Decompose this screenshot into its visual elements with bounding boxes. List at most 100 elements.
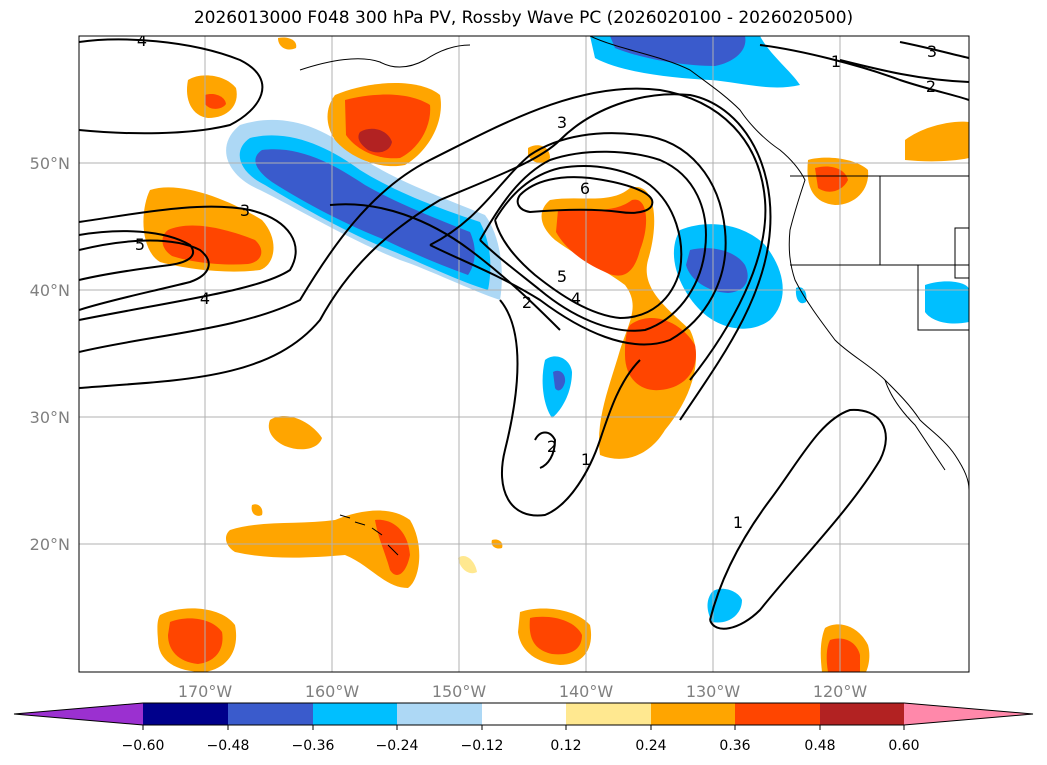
colorbar: −0.60 −0.48 −0.36 −0.24 −0.12 0.12 0.24 … — [13, 702, 1034, 754]
positive-anomaly-south-east-core — [826, 638, 860, 672]
positive-anomaly-hawaii — [225, 510, 420, 588]
figure-title: 2026013000 F048 300 hPa PV, Rossby Wave … — [193, 8, 854, 28]
contour-ridge-5 — [494, 165, 683, 320]
positive-anomaly-west-core — [162, 225, 262, 265]
coastlines — [299, 36, 969, 556]
positive-anomaly-small-west — [268, 416, 322, 450]
positive-anomaly-hawaii-core — [375, 519, 410, 575]
contour-west-3 — [79, 205, 297, 321]
pv-contours — [79, 38, 969, 630]
positive-anomaly-tiny-1 — [458, 555, 477, 574]
longitude-tick-labels: 170°W 160°W 150°W 140°W 130°W 120°W — [178, 682, 868, 701]
colorbar-extend-low — [14, 703, 143, 725]
contour-1-southeast — [709, 408, 887, 630]
lat-tick-label: 50°N — [30, 154, 70, 173]
contour-ridge-4 — [479, 150, 707, 332]
colorbar-tick-label: 0.12 — [550, 738, 581, 754]
contour-2-northeast — [839, 59, 969, 83]
colorbar-ticks — [142, 725, 905, 730]
contour-label: 2 — [522, 293, 532, 312]
latitude-tick-labels: 20°N 30°N 40°N 50°N — [30, 154, 70, 554]
colorbar-segment — [651, 703, 735, 725]
colorbar-tick-labels: −0.60 −0.48 −0.36 −0.24 −0.12 0.12 0.24 … — [122, 738, 920, 754]
contour-label: 2 — [926, 77, 936, 96]
negative-anomaly-great-basin — [925, 281, 969, 324]
map-frame — [78, 35, 970, 673]
colorbar-tick-label: 0.60 — [888, 738, 919, 754]
contour-labels: 4 3 5 4 3 6 5 4 2 1 2 1 1 3 2 — [135, 31, 937, 532]
contour-label: 1 — [831, 52, 841, 71]
colorbar-segment — [820, 703, 904, 725]
colorbar-segment — [566, 703, 651, 725]
contour-ridge-3 — [429, 132, 727, 346]
lon-tick-label: 140°W — [559, 682, 614, 701]
colorbar-tick-label: 0.36 — [719, 738, 750, 754]
negative-anomaly-small-coast — [795, 287, 807, 304]
contour-label: 3 — [240, 201, 250, 220]
lat-tick-label: 40°N — [30, 281, 70, 300]
negative-anomaly-small-central-core — [553, 370, 566, 391]
contour-label: 5 — [557, 267, 567, 286]
north-america-coastline — [589, 36, 969, 491]
negative-anomaly-band-core — [255, 149, 475, 275]
contour-4-northwest — [79, 38, 264, 135]
contour-ridge-6 — [516, 176, 654, 214]
colorbar-segment — [735, 703, 820, 725]
gridlines — [79, 36, 969, 672]
contour-label: 1 — [581, 450, 591, 469]
state-borders — [790, 176, 969, 331]
contour-1-northeast — [759, 44, 969, 101]
positive-anomaly-central-core — [556, 199, 647, 276]
positive-anomaly-northern-rockies — [905, 121, 969, 162]
contour-label: 3 — [927, 42, 937, 61]
positive-anomaly-aleutian-core — [205, 94, 226, 109]
contour-label: 1 — [733, 513, 743, 532]
contour-label: 5 — [135, 235, 145, 254]
plot-area: 4 3 5 4 3 6 5 4 2 1 2 1 1 3 2 — [79, 31, 969, 672]
colorbar-tick-label: −0.60 — [122, 738, 165, 754]
pv-anomaly-shading — [143, 36, 969, 672]
contour-label: 4 — [571, 289, 581, 308]
positive-anomaly-southwest-core — [168, 618, 223, 664]
colorbar-tick-label: 0.24 — [635, 738, 666, 754]
lat-tick-label: 30°N — [30, 408, 70, 427]
colorbar-tick-label: 0.48 — [804, 738, 835, 754]
contour-label: 4 — [200, 289, 210, 308]
colorbar-segment — [143, 703, 228, 725]
colorbar-segment — [313, 703, 397, 725]
positive-anomaly-tiny-2 — [251, 504, 263, 516]
contour-label: 3 — [557, 113, 567, 132]
contour-label: 4 — [137, 31, 147, 50]
positive-anomaly-south-central-core — [529, 616, 582, 655]
colorbar-segment — [228, 703, 313, 725]
colorbar-tick-label: −0.36 — [292, 738, 335, 754]
contour-label: 6 — [580, 179, 590, 198]
contour-2-small-loop — [534, 431, 557, 469]
lon-tick-label: 160°W — [305, 682, 360, 701]
lon-tick-label: 150°W — [432, 682, 487, 701]
lon-tick-label: 120°W — [813, 682, 868, 701]
colorbar-tick-label: −0.12 — [461, 738, 504, 754]
negative-anomaly-offshore-core — [686, 248, 748, 293]
contour-1-southern-loop — [499, 299, 641, 517]
contour-2-outer — [79, 87, 767, 381]
contour-label: 2 — [547, 437, 557, 456]
colorbar-tick-label: −0.24 — [376, 738, 419, 754]
contour-2-trough — [329, 203, 561, 331]
colorbar-segment — [482, 703, 566, 725]
negative-anomaly-coast-north-core — [610, 36, 746, 66]
positive-anomaly-small-north — [278, 37, 297, 50]
lat-tick-label: 20°N — [30, 535, 70, 554]
colorbar-segment — [397, 703, 482, 725]
colorbar-extend-high — [904, 703, 1033, 725]
colorbar-tick-label: −0.48 — [207, 738, 250, 754]
positive-anomaly-north-peak — [358, 128, 392, 153]
contour-west-5 — [79, 230, 195, 281]
hawaii-islands — [339, 514, 399, 556]
alaska-coast — [299, 44, 471, 71]
lon-tick-label: 170°W — [178, 682, 233, 701]
contour-3-northeast — [899, 41, 969, 59]
baja-california — [884, 379, 946, 471]
contour-west-4 — [79, 239, 210, 311]
